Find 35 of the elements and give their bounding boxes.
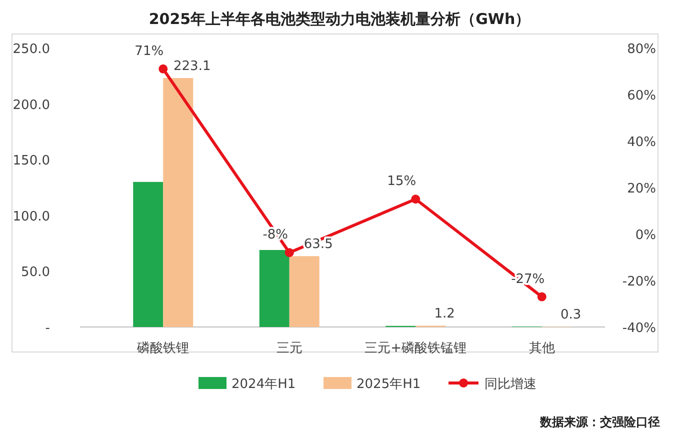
y-tick-label: 150.0 xyxy=(12,154,50,169)
legend-label: 同比增速 xyxy=(484,377,536,392)
y-tick-label: 100.0 xyxy=(12,209,50,224)
y2-tick-label: 60% xyxy=(627,88,656,104)
data-label: 0.3 xyxy=(560,308,582,323)
y2-tick-label: 20% xyxy=(627,182,656,196)
chart-title: 2025年上半年各电池类型动力电池装机量分析（GWh） xyxy=(148,10,530,28)
point xyxy=(411,194,420,204)
y2-tick-label: -20% xyxy=(622,274,656,290)
x-tick-label: 其他 xyxy=(528,341,555,356)
source-note: 数据来源：交强险口径 xyxy=(539,415,660,429)
data-label: 71% xyxy=(134,44,164,59)
y-tick-label: 200.0 xyxy=(12,98,50,113)
point xyxy=(158,64,168,74)
y-tick-label: 50.0 xyxy=(21,265,50,280)
bar xyxy=(163,78,194,327)
legend-label: 2025年H1 xyxy=(356,377,421,392)
x-tick-label: 三元+磷酸铁锰锂 xyxy=(364,341,467,356)
bar xyxy=(259,250,290,327)
data-label: 223.1 xyxy=(174,59,211,74)
y-tick-label: - xyxy=(45,321,50,336)
bar xyxy=(289,256,320,327)
y2-tick-label: 40% xyxy=(627,135,656,150)
legend-label: 2024年H1 xyxy=(232,377,296,392)
data-label: 1.2 xyxy=(434,306,455,322)
x-tick-label: 三元 xyxy=(276,341,302,356)
data-label: 15% xyxy=(387,174,416,190)
y2-tick-label: -40% xyxy=(622,321,656,336)
point xyxy=(284,248,294,258)
y2-tick-label: 80% xyxy=(627,42,656,57)
x-tick-label: 磷酸铁锂 xyxy=(136,341,190,356)
y-tick-label: 250.0 xyxy=(12,42,50,57)
y2-tick-label: 0% xyxy=(635,228,656,243)
point xyxy=(537,292,546,302)
bar xyxy=(133,182,164,327)
